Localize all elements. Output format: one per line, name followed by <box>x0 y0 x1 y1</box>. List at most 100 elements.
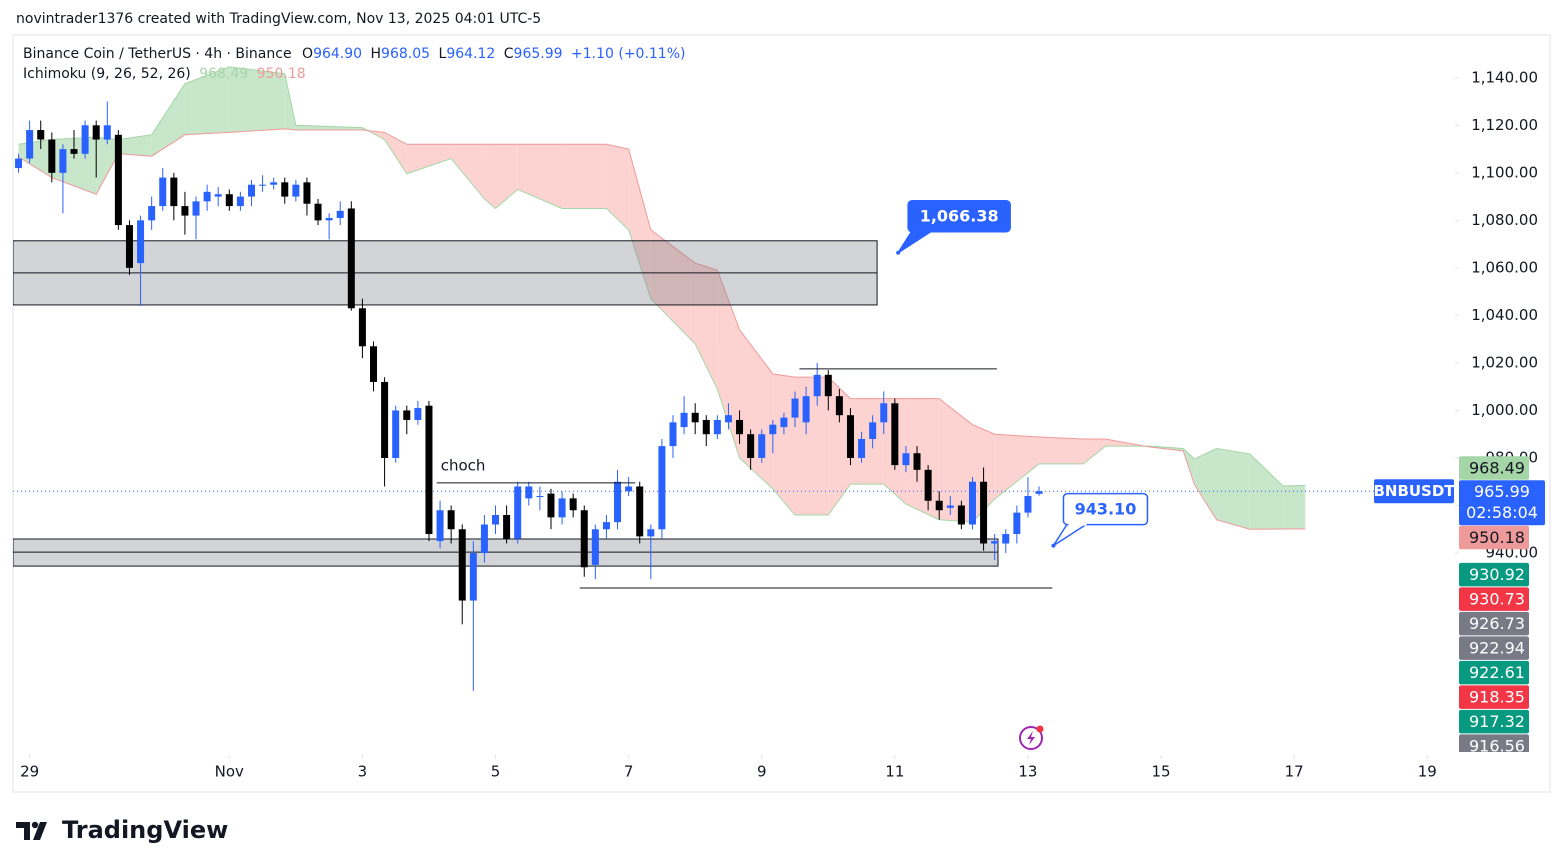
candle-body <box>713 419 721 435</box>
cloud-segment <box>1283 485 1306 530</box>
price-label: 922.94 <box>1469 639 1525 658</box>
candle-body <box>747 434 755 458</box>
candle-body <box>314 203 322 221</box>
candle-body <box>425 405 433 535</box>
cloud-segment <box>118 134 152 157</box>
candle-body <box>625 486 633 492</box>
candle-body <box>880 403 888 423</box>
candle-body <box>414 408 422 420</box>
candle-body <box>492 515 500 525</box>
candle-body <box>159 177 167 207</box>
cloud-segment <box>717 270 740 458</box>
candle-body <box>935 500 943 511</box>
candle-body <box>636 486 644 537</box>
price-label: 916.56 <box>1469 737 1525 756</box>
candle-body <box>15 158 23 169</box>
indicator-name: Ichimoku (9, 26, 52, 26) <box>23 66 191 82</box>
level-label: choch <box>441 456 486 474</box>
candle-body <box>403 410 411 420</box>
candle-body <box>569 498 577 511</box>
cloud-segment <box>828 377 851 515</box>
cloud-segment <box>406 144 452 174</box>
cloud-segment <box>1249 453 1284 530</box>
indicator-value: 968.49 <box>199 66 248 82</box>
price-label-bg <box>1459 709 1529 734</box>
candle-body <box>591 529 599 565</box>
candle-body <box>192 201 200 216</box>
candle-body <box>769 424 777 435</box>
cloud-segment <box>96 137 119 195</box>
candle-body <box>1013 512 1021 535</box>
cloud-segment <box>795 377 829 515</box>
candle-body <box>536 495 544 497</box>
price-label: 926.73 <box>1469 614 1525 633</box>
plot-area: choch 1,066.38 943.10 <box>13 66 1455 691</box>
callout-point <box>896 250 901 255</box>
alert-icon[interactable] <box>1019 725 1044 750</box>
candle-body <box>558 498 566 518</box>
callout-box <box>1062 492 1149 526</box>
candle-body <box>658 446 666 530</box>
candle-body <box>968 481 976 525</box>
candle-body <box>802 396 810 423</box>
candle-body <box>924 469 932 501</box>
candle-body <box>957 505 965 525</box>
price-label: 930.73 <box>1469 590 1525 609</box>
x-tick-label: 29 <box>20 763 39 781</box>
callout-point <box>1051 543 1056 548</box>
brand-logo <box>16 821 47 840</box>
price-label: 950.18 <box>1469 528 1525 547</box>
candle-body <box>858 438 866 458</box>
candle-body <box>991 541 999 544</box>
candle-body <box>114 134 122 226</box>
y-tick-label: 1,060.00 <box>1471 258 1538 276</box>
indicator-legend: Ichimoku (9, 26, 52, 26) 968.49 950.18 <box>23 66 306 82</box>
candle-body <box>137 220 145 264</box>
candle-body <box>347 208 355 309</box>
brand-name: TradingView <box>62 816 228 844</box>
cloud-segment <box>295 125 363 131</box>
candle-body <box>281 182 289 197</box>
y-tick-label: 1,020.00 <box>1471 353 1538 371</box>
candle-body <box>125 225 133 268</box>
candle-body <box>436 510 444 542</box>
candle-body <box>647 529 655 537</box>
cloud-segment <box>850 398 884 485</box>
x-tick-label: 17 <box>1285 763 1304 781</box>
candle-body <box>148 206 156 221</box>
candle-body <box>480 524 488 554</box>
candle-body <box>913 453 921 470</box>
candle-body <box>602 522 610 530</box>
candle-body <box>824 374 832 397</box>
legend-key: L <box>439 46 447 62</box>
legend-key: H <box>371 46 382 62</box>
cloud-segment <box>517 144 563 209</box>
cloud-segment <box>562 144 607 209</box>
candle-body <box>92 125 100 140</box>
candle-body <box>503 515 511 539</box>
price-label-bg <box>1459 456 1529 480</box>
candle-body <box>392 410 400 458</box>
cloud-segment <box>384 132 407 174</box>
candle-body <box>514 486 522 539</box>
candle-body <box>946 505 954 508</box>
x-tick-label: 3 <box>358 763 368 781</box>
cloud-segment <box>650 229 696 344</box>
x-tick-label: 11 <box>885 763 904 781</box>
candle-body <box>336 210 344 218</box>
price-label: 930.92 <box>1469 565 1525 584</box>
candle-body <box>37 130 45 140</box>
candle-body <box>835 396 843 416</box>
price-label-bg <box>1459 660 1529 685</box>
candle-body <box>1002 534 1010 544</box>
price-label: 918.35 <box>1469 688 1525 707</box>
cloud-segment <box>939 398 973 523</box>
cloud-span-a <box>18 66 1306 523</box>
candle-body <box>259 184 267 186</box>
callout-box <box>907 199 1011 233</box>
price-label: 968.49 <box>1469 459 1525 478</box>
price-label-bg <box>1459 636 1529 660</box>
legend-key: O <box>302 46 313 62</box>
cloud-segment <box>229 66 285 133</box>
